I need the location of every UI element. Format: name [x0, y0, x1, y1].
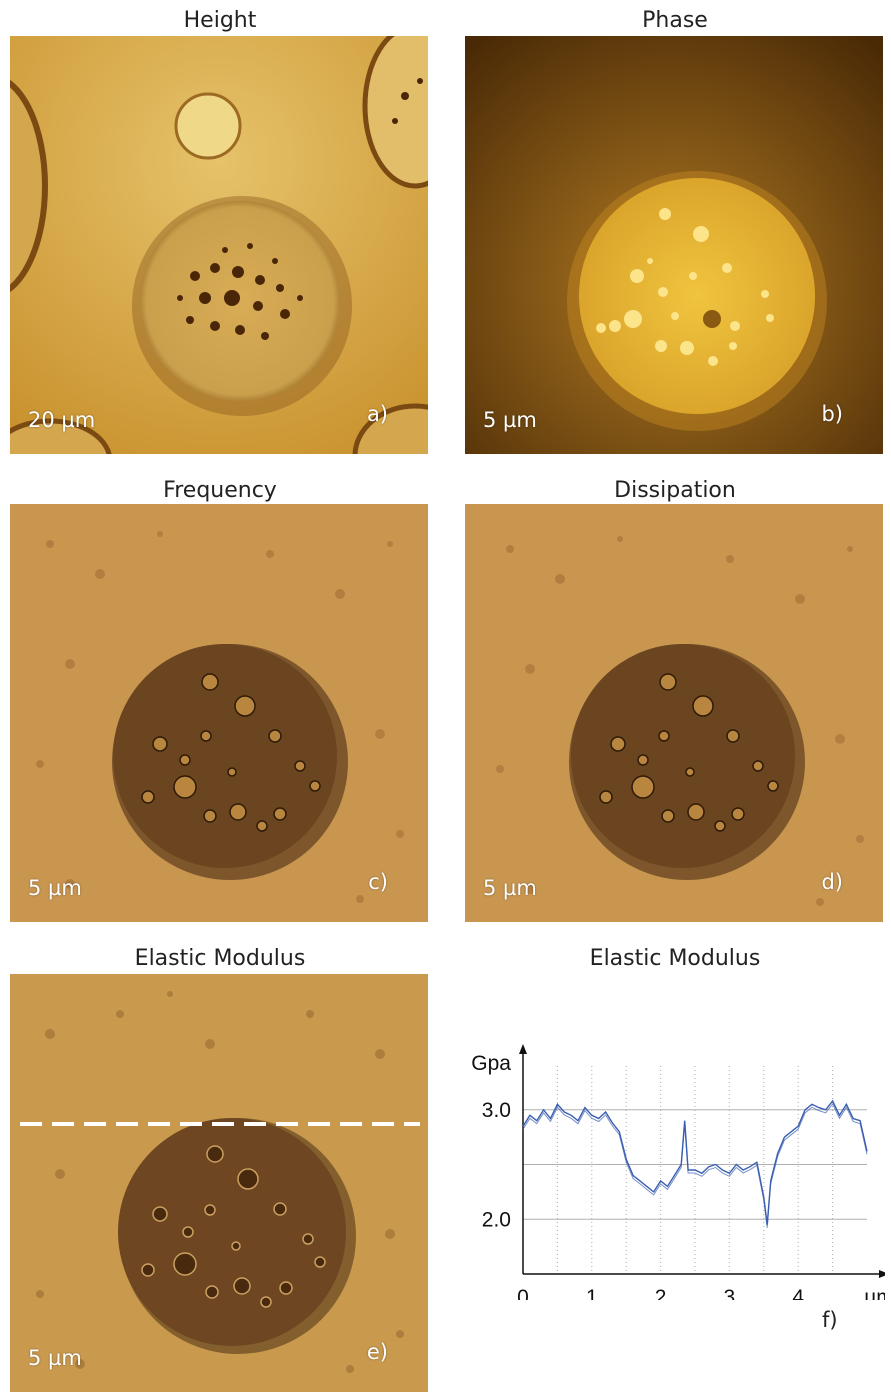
- x-tick-label: 3: [724, 1286, 736, 1300]
- scale-bar-label: 5 µm: [28, 876, 82, 900]
- height-image: 20 µm a): [10, 36, 428, 454]
- panel-letter: e): [366, 1340, 388, 1364]
- panel-title-dissipation: Dissipation: [614, 478, 736, 503]
- elastic-modulus-line-chart: 0 1 2 3 4 3.0 2.0 Gpa µm: [471, 1044, 885, 1300]
- chart-title: Elastic Modulus: [589, 946, 761, 971]
- x-tick-label: 4: [792, 1286, 804, 1300]
- frequency-image: 5 µm c): [10, 504, 428, 922]
- series-line-trace: [522, 1103, 868, 1228]
- dissipation-image: 5 µm d): [465, 504, 883, 922]
- x-axis-label: µm: [864, 1286, 885, 1300]
- y-axis-arrow: [519, 1044, 527, 1054]
- y-tick-label: 2.0: [482, 1208, 511, 1231]
- y-tick-label: 3.0: [482, 1099, 511, 1122]
- panel-title-elastic-modulus: Elastic Modulus: [134, 946, 306, 971]
- scale-bar-label: 20 µm: [28, 408, 96, 432]
- panel-letter: b): [821, 402, 843, 426]
- panel-letter: d): [821, 870, 843, 894]
- phase-image: 5 µm b): [465, 36, 883, 454]
- panel-title-phase: Phase: [642, 8, 708, 33]
- y-axis-label: Gpa: [471, 1052, 511, 1075]
- chart-panel-letter: f): [822, 1308, 838, 1332]
- scale-bar-label: 5 µm: [28, 1346, 82, 1370]
- panel-letter: c): [368, 870, 388, 894]
- x-tick-label: 2: [655, 1286, 667, 1300]
- panel-letter: a): [366, 402, 388, 426]
- x-axis-arrow: [879, 1270, 885, 1278]
- panel-title-height: Height: [183, 8, 257, 33]
- panel-title-frequency: Frequency: [163, 478, 277, 503]
- series-line: [522, 1099, 868, 1225]
- scale-bar-label: 5 µm: [483, 408, 537, 432]
- scale-bar-label: 5 µm: [483, 876, 537, 900]
- elastic-modulus-image: 5 µm e): [10, 974, 428, 1392]
- x-tick-label: 1: [586, 1286, 598, 1300]
- x-tick-label: 0: [517, 1286, 529, 1300]
